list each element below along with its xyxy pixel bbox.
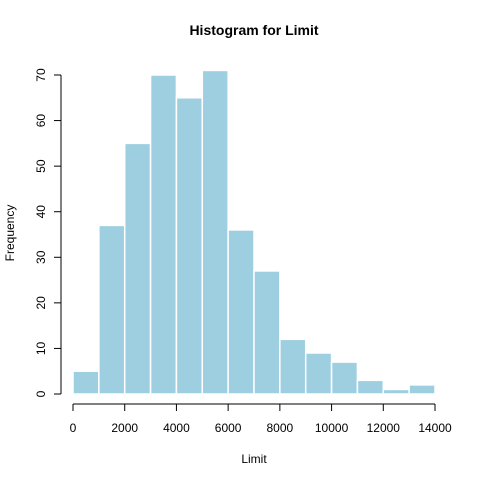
- chart-title: Histogram for Limit: [189, 22, 318, 38]
- histogram-bar-3: [123, 142, 152, 395]
- y-axis-label: Frequency: [3, 205, 17, 262]
- y-tick-label: 70: [34, 68, 48, 82]
- x-axis: 0 2000 4000 6000 8000 10000 12000 14000: [70, 403, 452, 435]
- histogram-bar-2: [98, 224, 126, 395]
- histogram-bar-14: [408, 384, 436, 395]
- histogram-bar-10: [304, 352, 333, 395]
- y-tick-label: 50: [34, 159, 48, 173]
- histogram-bar-1: [72, 370, 100, 395]
- histogram-bar-7: [227, 229, 255, 395]
- x-tick-label: 8000: [267, 421, 294, 435]
- x-tick-label: 4000: [163, 421, 190, 435]
- histogram-bar-12: [356, 379, 385, 395]
- y-tick-label: 60: [34, 114, 48, 128]
- y-tick-label: 30: [34, 250, 48, 264]
- x-axis-label: Limit: [241, 452, 267, 466]
- bars-group: [72, 69, 436, 395]
- y-tick-label: 20: [34, 296, 48, 310]
- y-tick-label: 40: [34, 205, 48, 219]
- histogram-bar-4: [149, 74, 178, 395]
- y-tick-label: 0: [34, 390, 48, 397]
- x-tick-label: 10000: [315, 421, 349, 435]
- histogram-bar-5: [175, 97, 204, 395]
- histogram-bar-13: [382, 388, 410, 395]
- y-tick-label: 10: [34, 341, 48, 355]
- x-tick-label: 0: [70, 421, 77, 435]
- x-tick-label: 14000: [418, 421, 452, 435]
- x-tick-label: 12000: [367, 421, 401, 435]
- x-tick-label: 2000: [111, 421, 138, 435]
- histogram-bar-11: [330, 361, 359, 395]
- histogram-bar-6: [201, 69, 229, 395]
- histogram-bar-9: [279, 338, 307, 395]
- histogram-bar-8: [253, 270, 281, 395]
- x-tick-label: 6000: [215, 421, 242, 435]
- y-axis: 0 10 20 30 40 50 60 70: [34, 68, 62, 397]
